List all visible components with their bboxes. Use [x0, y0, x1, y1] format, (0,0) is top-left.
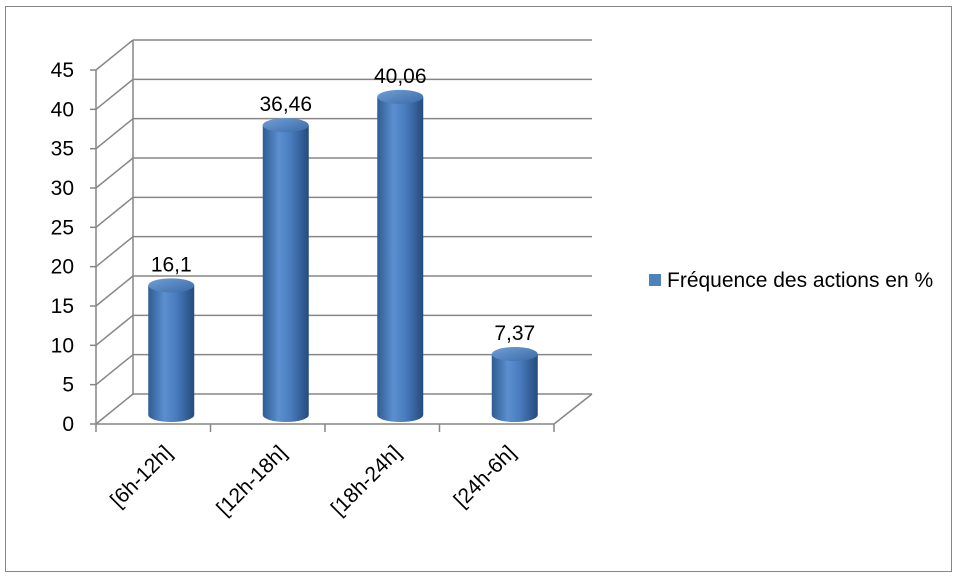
- data-label-[12h-18h]: 36,46: [259, 93, 312, 116]
- axis-layer: 0 5 10 15 20 25 30 35 40 45: [51, 59, 593, 436]
- bar-[18h-24h]: [377, 89, 424, 423]
- x-tick-label-[24h-6h]: [24h-6h]: [450, 441, 521, 512]
- wall-diagonal-10: [95, 314, 134, 346]
- x-tick-label-[18h-24h]: [18h-24h]: [327, 441, 406, 520]
- y-tick-label-45: 45: [51, 59, 74, 82]
- bar-body-[12h-18h]: [262, 125, 309, 423]
- wall-diagonal-15: [95, 275, 134, 307]
- bar-body-[6h-12h]: [148, 285, 195, 422]
- wall-diagonal-25: [95, 196, 134, 228]
- wall-diagonal-5: [95, 354, 134, 386]
- wall-diagonal-40: [95, 78, 134, 110]
- bar-[6h-12h]: [148, 278, 195, 422]
- bar-[24h-6h]: [491, 347, 538, 423]
- y-tick-label-20: 20: [51, 256, 74, 279]
- bar-[12h-18h]: [262, 118, 309, 423]
- bar-top-[24h-6h]: [491, 347, 538, 362]
- x-tick-label-[6h-12h]: [6h-12h]: [106, 441, 177, 512]
- x-tick-label-[12h-18h]: [12h-18h]: [212, 441, 291, 520]
- data-label-[24h-6h]: 7,37: [494, 322, 535, 345]
- wall-diagonal-45: [95, 39, 134, 71]
- y-tick-label-0: 0: [62, 413, 74, 436]
- y-tick-label-40: 40: [51, 98, 74, 121]
- y-tick-label-15: 15: [51, 295, 74, 318]
- y-tick-label-30: 30: [51, 177, 74, 200]
- bar-top-[12h-18h]: [262, 118, 309, 133]
- y-tick-label-10: 10: [51, 334, 74, 357]
- bar-layer: [148, 89, 538, 423]
- legend-label: Fréquence des actions en %: [667, 269, 934, 292]
- y-tick-label-5: 5: [62, 374, 74, 397]
- wall-diagonal-0: [95, 393, 134, 425]
- bar-body-[18h-24h]: [377, 96, 424, 423]
- bar-top-[6h-12h]: [148, 278, 195, 293]
- floor-right-edge: [553, 393, 593, 425]
- wall-diagonal-35: [95, 118, 134, 150]
- y-tick-label-25: 25: [51, 216, 74, 239]
- wall-diagonal-30: [95, 157, 134, 189]
- legend-swatch: [649, 274, 661, 286]
- bar-top-[18h-24h]: [377, 89, 424, 104]
- data-label-[6h-12h]: 16,1: [151, 253, 192, 276]
- data-label-[18h-24h]: 40,06: [374, 65, 427, 88]
- bar-body-[24h-6h]: [491, 354, 538, 423]
- wall-diagonal-20: [95, 236, 134, 268]
- y-tick-label-35: 35: [51, 138, 74, 161]
